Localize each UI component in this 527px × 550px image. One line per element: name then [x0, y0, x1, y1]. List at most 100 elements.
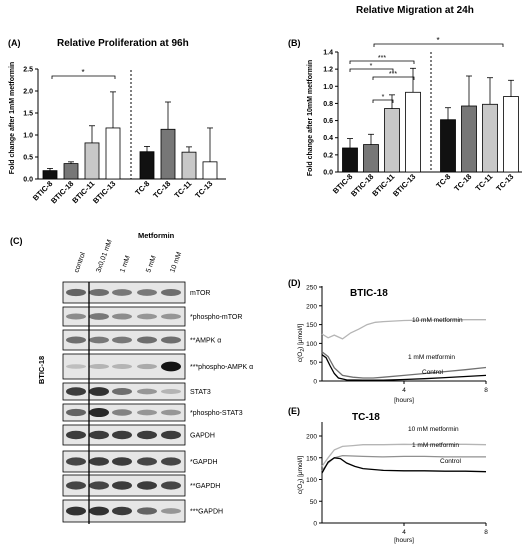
blot-band [66, 457, 86, 466]
category-label: TC-8 [434, 172, 452, 190]
category-label: TC-18 [151, 179, 172, 200]
panel-e-title: TC-18 [352, 412, 380, 423]
lane-label: 5 mM [145, 255, 158, 274]
x-tick-label: 4 [402, 529, 406, 536]
category-label: TC-11 [173, 179, 194, 200]
series-line [321, 351, 487, 379]
blot-band [137, 430, 157, 440]
category-label: TC-13 [193, 179, 214, 200]
category-label: TC-13 [494, 172, 515, 193]
y-tick-label: 0.0 [323, 170, 333, 177]
blot-label: ***GAPDH [190, 509, 223, 516]
panel-d-title: BTIC-18 [350, 288, 388, 299]
bar [63, 163, 79, 180]
blot-band [66, 364, 86, 369]
lane-label: control [73, 251, 87, 274]
blot-band [137, 481, 157, 490]
blot-band [89, 457, 109, 466]
bar [342, 147, 358, 173]
panel-d-ticks: 0 50 100 150 200 250 4 8 [306, 285, 488, 395]
y-tick-label: 100 [306, 341, 317, 348]
panel-b-ylabel: Fold change after 10mM metformin [307, 60, 314, 176]
category-label: BTIC-18 [49, 179, 75, 205]
panel-c-side-label: BTIC-18 [37, 356, 46, 384]
blot-band [161, 389, 181, 394]
blot-band [112, 506, 132, 516]
category-label: BTIC-13 [391, 172, 417, 198]
panel-b-title: Relative Migration at 24h [356, 5, 474, 16]
panel-c-letter: (C) [10, 236, 23, 246]
panel-a-bracket: * [51, 68, 116, 79]
blot-band [161, 313, 181, 320]
y-tick-label: 0.6 [323, 118, 333, 125]
blot-band [137, 507, 157, 515]
lane-label: 3x0,01 mM [95, 239, 113, 274]
x-tick-label: 4 [402, 387, 406, 394]
y-tick-label: 1.0 [23, 133, 33, 140]
series-line [321, 457, 487, 474]
y-tick-label: 150 [306, 322, 317, 329]
bar [503, 96, 519, 173]
y-tick-label: 0 [313, 521, 317, 528]
bar [405, 91, 421, 173]
bar [139, 151, 155, 180]
blot-row: ***phospho-AMPK α [62, 353, 253, 380]
panel-e-letter: (E) [288, 406, 300, 416]
panel-b-y-ticks: 0.0 0.2 0.4 0.6 0.8 1.0 1.2 1.4 [323, 50, 338, 177]
blot-band [112, 481, 132, 490]
bar [440, 119, 456, 173]
y-tick-label: 250 [306, 285, 317, 292]
panel-d-label-10mm: 10 mM metformin [412, 317, 463, 324]
blot-row: **GAPDH [62, 474, 220, 497]
panel-d-lines [321, 319, 487, 381]
y-tick-label: 2.0 [23, 89, 33, 96]
blot-band [66, 313, 86, 320]
panel-b-sig-3: * [370, 63, 373, 70]
blot-band [89, 506, 109, 516]
blot-label: STAT3 [190, 389, 211, 396]
blot-band [89, 430, 109, 440]
blot-band [112, 430, 132, 440]
panel-b-letter: (B) [288, 38, 301, 48]
series-line [321, 319, 486, 340]
blot-band [112, 289, 132, 296]
blot-band [89, 289, 109, 296]
panel-d: (D) BTIC-18 c(O2) [μmol/l] 0 50 100 150 200 2… [288, 278, 488, 404]
blot-band [89, 313, 109, 320]
category-label: TC-18 [452, 172, 473, 193]
y-tick-label: 100 [306, 477, 317, 484]
blot-band [112, 457, 132, 466]
category-label: BTIC-18 [349, 172, 375, 198]
y-tick-label: 1.4 [323, 50, 333, 57]
y-tick-label: 0.4 [323, 135, 333, 142]
blot-band [66, 387, 86, 396]
bar [482, 103, 498, 173]
blot-label: ***phospho-AMPK α [190, 364, 253, 371]
category-label: BTIC-13 [91, 179, 117, 205]
blot-label: **GAPDH [190, 483, 220, 490]
y-tick-label: 1.0 [323, 84, 333, 91]
blot-band [112, 336, 132, 344]
panel-a-sig: * [81, 68, 84, 77]
panel-e-label-1mm: 1 mM metformin [412, 442, 459, 449]
bar [363, 144, 379, 173]
series-line [321, 354, 487, 381]
panel-d-xlabel: [hours] [394, 397, 414, 404]
blot-band [89, 387, 109, 396]
bar [105, 127, 121, 180]
panel-e-lines [321, 443, 487, 474]
blot-band [161, 430, 181, 440]
y-tick-label: 1.2 [323, 67, 333, 74]
blot-band [161, 508, 181, 514]
panel-a-title: Relative Proliferation at 96h [57, 38, 189, 49]
y-tick-label: 1.5 [23, 111, 33, 118]
panel-d-label-control: Control [422, 369, 444, 376]
bar [461, 105, 477, 173]
bar [181, 151, 197, 180]
blot-band [137, 457, 157, 466]
panel-c-lane-labels: control 3x0,01 mM 1 mM 5 mM 10 mM [73, 239, 183, 274]
blot-band [161, 289, 181, 296]
panel-d-label-1mm: 1 mM metformin [408, 354, 455, 361]
